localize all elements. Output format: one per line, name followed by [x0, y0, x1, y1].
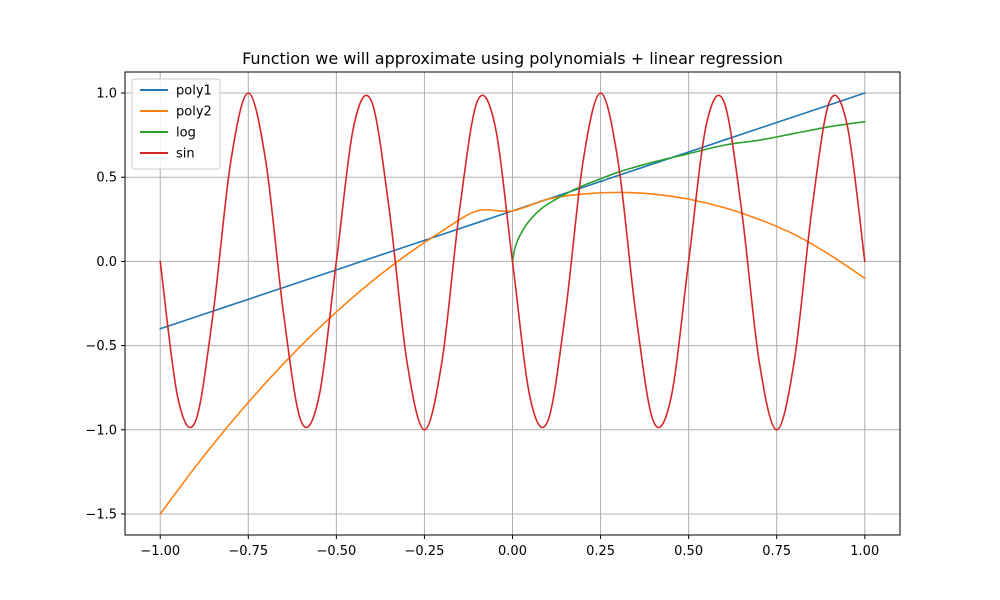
y-tick-label: 0.5 — [96, 171, 117, 186]
legend-label-poly1: poly1 — [176, 84, 212, 99]
legend-label-log: log — [176, 126, 196, 141]
x-tick-label: −0.25 — [405, 544, 445, 559]
y-tick-label: −1.0 — [85, 423, 117, 438]
y-tick-label: 1.0 — [96, 87, 117, 102]
x-tick-label: 0.25 — [586, 544, 615, 559]
y-tick-label: −1.5 — [85, 507, 117, 522]
legend: poly1 poly2 log sin — [131, 78, 221, 170]
grid-layer — [125, 72, 900, 535]
series-line-sin — [159, 92, 866, 431]
series-layer — [159, 92, 866, 515]
x-tick-label: 0.00 — [498, 544, 527, 559]
series-line-log — [511, 120, 866, 263]
legend-box — [131, 78, 221, 170]
x-tick-label: −1.00 — [140, 544, 180, 559]
legend-label-sin: sin — [176, 147, 195, 162]
y-tick-label: 0.0 — [96, 255, 117, 270]
x-tick-label: 0.50 — [674, 544, 703, 559]
x-tick-label: 1.00 — [850, 544, 879, 559]
series-line-poly2 — [159, 191, 866, 515]
legend-label-poly2: poly2 — [176, 105, 212, 120]
x-tick-label: −0.50 — [316, 544, 356, 559]
x-tick-label: 0.75 — [762, 544, 791, 559]
chart-title: Function we will approximate using polyn… — [242, 49, 783, 68]
tick-layer: −1.00 −0.75 −0.50 −0.25 0.00 0.25 0.50 0.75 1.00… — [85, 87, 879, 559]
x-tick-label: −0.75 — [228, 544, 268, 559]
y-tick-label: −0.5 — [85, 339, 117, 354]
